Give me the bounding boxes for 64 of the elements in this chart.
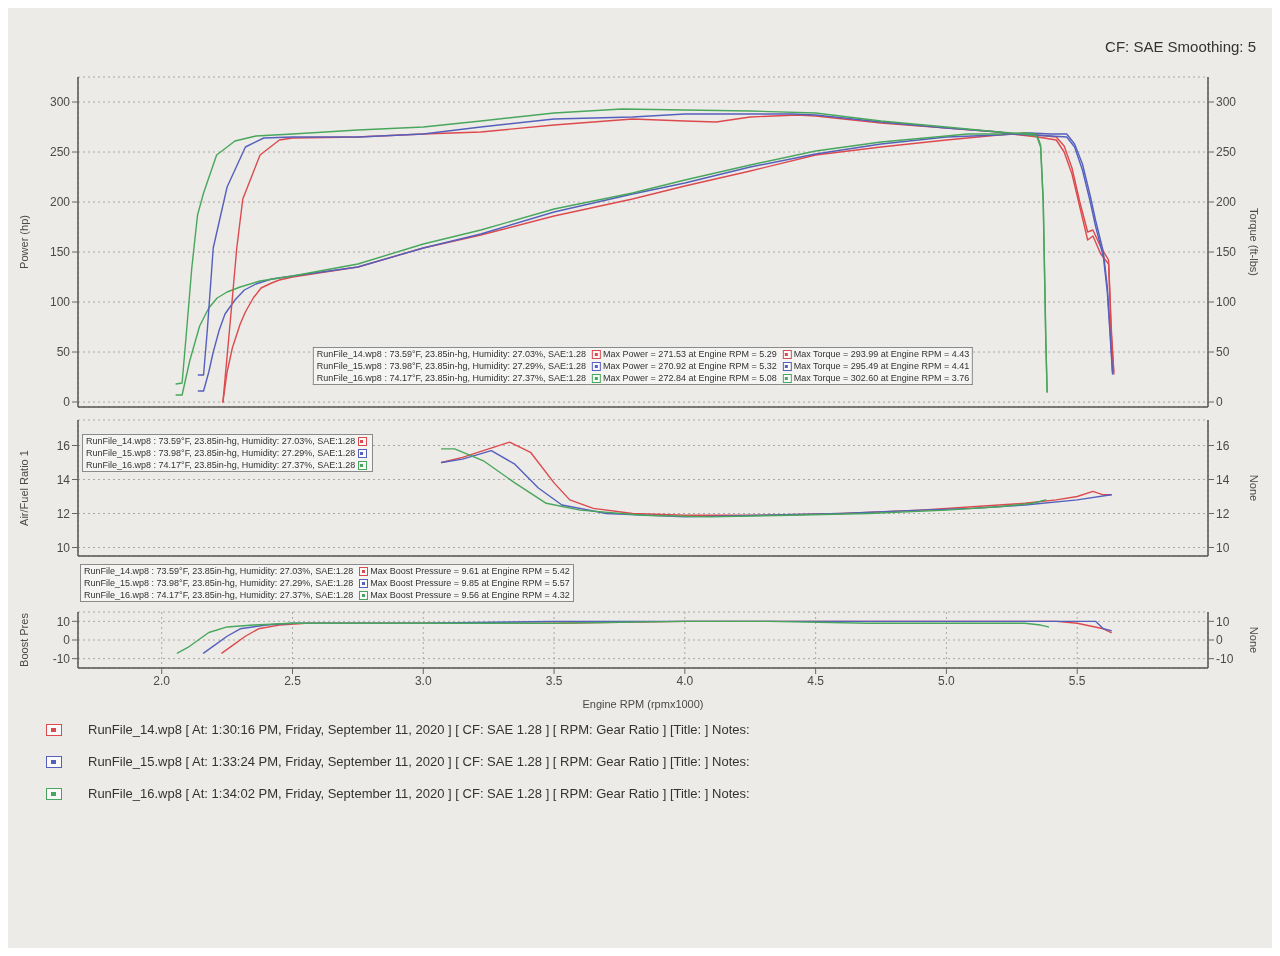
annotation: RunFile_14.wp8 : 73.59°F, 23.85in-hg, Humidity: 27.03%, SAE:1.28 <box>315 348 588 360</box>
y2-axis-title: None <box>1248 474 1261 502</box>
chart-subtitle: CF: SAE Smoothing: 5 <box>1105 38 1256 55</box>
annotation: RunFile_15.wp8 : 73.98°F, 23.85in-hg, Humidity: 27.29%, SAE:1.28 <box>315 360 588 372</box>
x-axis-title: Engine RPM (rpmx1000) <box>582 698 704 710</box>
y2-tick-label: 100 <box>1216 295 1237 310</box>
annotation: RunFile_16.wp8 : 74.17°F, 23.85in-hg, Humidity: 27.37%, SAE:1.28 <box>315 372 588 385</box>
y2-tick-label: 10 <box>1216 614 1230 629</box>
x-tick-label: 4.0 <box>676 673 694 688</box>
y2-axis-title: Torque (ft-lbs) <box>1248 208 1261 276</box>
y-tick-label: 14 <box>56 472 71 487</box>
y-tick-label: 10 <box>56 540 71 555</box>
y2-tick-label: 50 <box>1216 345 1230 360</box>
y-tick-label: 50 <box>56 345 71 360</box>
legend-label: RunFile_14.wp8 : 73.59°F, 23.85in-hg, Humidity: 27.03%, SAE:1.28 <box>85 435 357 447</box>
legend-label: Max Torque = 293.99 at Engine RPM = 4.43 <box>792 348 971 360</box>
legend-label: Max Power = 270.92 at Engine RPM = 5.32 <box>602 360 778 372</box>
y-axis-title: Power (hp) <box>17 215 30 269</box>
y2-tick-label: 150 <box>1216 245 1237 260</box>
y-tick-label: 10 <box>56 614 71 629</box>
legend-label: Max Power = 272.84 at Engine RPM = 5.08 <box>602 372 778 385</box>
legend-label: Max Boost Pressure = 9.85 at Engine RPM = 5.57 <box>369 577 571 589</box>
text: RunFile_15.wp8 [ At: 1:33:24 PM, Friday, September 11, 2020 ] [ CF: SAE 1.28 ] [ RPM: Gear Ratio ] [Title: ] Notes: <box>88 753 750 771</box>
legend-label: Max Boost Pressure = 9.61 at Engine RPM = 5.42 <box>369 565 571 577</box>
x-tick-label: 5.5 <box>1068 673 1086 688</box>
y2-tick-label: 0 <box>1216 395 1223 410</box>
legend-label: RunFile_16.wp8 : 74.17°F, 23.85in-hg, Humidity: 27.37%, SAE:1.28 <box>85 459 357 472</box>
y2-tick-label: 250 <box>1216 145 1237 160</box>
x-tick-label: 2.0 <box>153 673 171 688</box>
y-tick-label: 0 <box>63 395 71 410</box>
y2-tick-label: -10 <box>1216 651 1234 666</box>
legend-label: Max Torque = 302.60 at Engine RPM = 3.76 <box>792 372 971 385</box>
y2-tick-label: 200 <box>1216 195 1237 210</box>
legend-label: Max Torque = 295.49 at Engine RPM = 4.41 <box>792 360 971 372</box>
x-tick-label: 5.0 <box>938 673 956 688</box>
y2-axis-title: None <box>1248 626 1261 654</box>
text: RunFile_15.wp8 : 73.98°F, 23.85in-hg, Humidity: 27.29%, SAE:1.28 <box>83 577 355 589</box>
x-tick-label: 3.0 <box>414 673 432 688</box>
x-tick-label: 4.5 <box>807 673 825 688</box>
legend-label: RunFile_15.wp8 : 73.98°F, 23.85in-hg, Humidity: 27.29%, SAE:1.28 <box>85 447 357 459</box>
y-axis-title: Air/Fuel Ratio 1 <box>17 450 30 526</box>
text: RunFile_16.wp8 [ At: 1:34:02 PM, Friday, September 11, 2020 ] [ CF: SAE 1.28 ] [ RPM: Gear Ratio ] [Title: ] Notes: <box>88 785 750 803</box>
y-tick-label: 12 <box>56 506 71 521</box>
y2-tick-label: 300 <box>1216 95 1237 110</box>
y2-tick-label: 10 <box>1216 540 1230 555</box>
x-tick-label: 2.5 <box>284 673 302 688</box>
y-tick-label: 0 <box>63 633 71 648</box>
y2-tick-label: 12 <box>1216 506 1230 521</box>
y-tick-label: -10 <box>52 651 71 666</box>
y-tick-label: 100 <box>49 295 71 310</box>
legend-label: Max Boost Pressure = 9.56 at Engine RPM = 4.32 <box>369 589 571 602</box>
y-tick-label: 200 <box>49 195 71 210</box>
y-tick-label: 250 <box>49 145 71 160</box>
y-axis-title: Boost Pres <box>17 612 30 667</box>
text: RunFile_16.wp8 : 74.17°F, 23.85in-hg, Humidity: 27.37%, SAE:1.28 <box>83 589 355 602</box>
text: RunFile_14.wp8 : 73.59°F, 23.85in-hg, Humidity: 27.03%, SAE:1.28 <box>83 565 355 577</box>
x-tick-label: 3.5 <box>545 673 563 688</box>
y2-tick-label: 16 <box>1216 438 1230 453</box>
text: RunFile_14.wp8 [ At: 1:30:16 PM, Friday, September 11, 2020 ] [ CF: SAE 1.28 ] [ RPM: Gear Ratio ] [Title: ] Notes: <box>88 721 750 739</box>
y2-tick-label: 14 <box>1216 472 1230 487</box>
y2-tick-label: 0 <box>1216 633 1223 648</box>
y-tick-label: 16 <box>56 438 71 453</box>
y-tick-label: 150 <box>49 245 71 260</box>
y-tick-label: 300 <box>49 95 71 110</box>
